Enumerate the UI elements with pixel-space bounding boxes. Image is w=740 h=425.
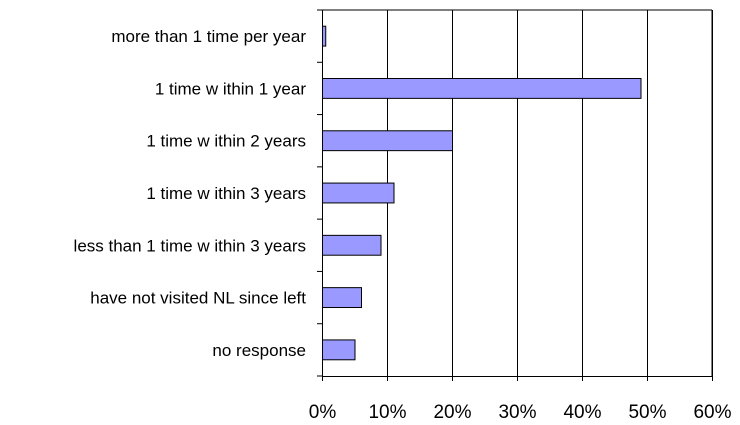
x-tick-label: 20% bbox=[433, 402, 471, 423]
category-label: less than 1 time w ithin 3 years bbox=[74, 236, 306, 255]
category-label: have not visited NL since left bbox=[90, 289, 306, 308]
bar bbox=[322, 77, 642, 99]
bar bbox=[322, 130, 453, 152]
category-label: no response bbox=[212, 341, 306, 360]
x-tick-label: 10% bbox=[368, 402, 406, 423]
x-tick-label: 60% bbox=[693, 402, 731, 423]
bar bbox=[322, 182, 395, 204]
category-label: more than 1 time per year bbox=[111, 27, 306, 46]
category-label: 1 time w ithin 3 years bbox=[146, 184, 306, 203]
category-labels: more than 1 time per year 1 time w ithin … bbox=[74, 27, 307, 360]
bar bbox=[322, 234, 382, 256]
x-tick-label: 0% bbox=[309, 402, 337, 423]
x-tick-label: 50% bbox=[628, 402, 666, 423]
x-tick-label: 30% bbox=[498, 402, 536, 423]
bar bbox=[322, 339, 356, 361]
bar bbox=[322, 287, 362, 309]
category-label: 1 time w ithin 1 year bbox=[155, 79, 307, 98]
category-label: 1 time w ithin 2 years bbox=[146, 132, 306, 151]
x-tick-labels: 0% 10% 20% 30% 40% 50% 60% bbox=[309, 402, 732, 423]
x-tick-label: 40% bbox=[563, 402, 601, 423]
bars bbox=[322, 25, 642, 361]
axes bbox=[317, 9, 713, 381]
